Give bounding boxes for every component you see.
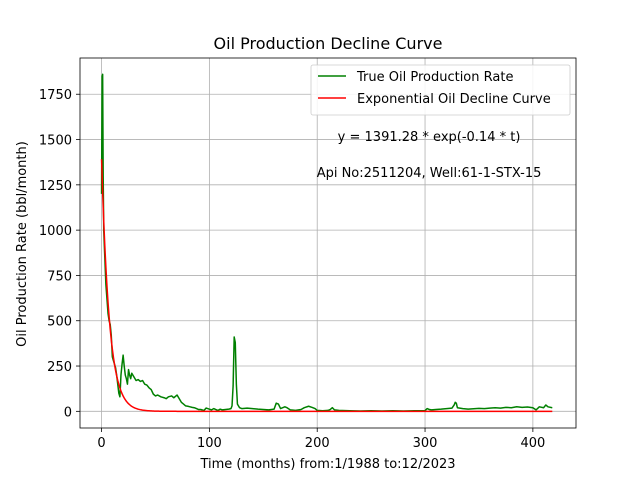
- y-axis-label: Oil Production Rate (bbl/month): [15, 141, 30, 347]
- series-line-2: [100, 159, 553, 413]
- series-layer: [100, 73, 553, 413]
- x-tick-label-1: 100: [197, 436, 222, 451]
- annotation-1: y = 1391.28 * exp(-0.14 * t): [338, 130, 521, 145]
- x-tick-label-0: 0: [97, 436, 105, 451]
- y-tick-label-3: 750: [47, 269, 72, 284]
- x-tick-label-2: 200: [305, 436, 330, 451]
- y-tick-label-7: 1750: [39, 88, 72, 103]
- chart-title: Oil Production Decline Curve: [214, 34, 443, 53]
- y-tick-label-0: 0: [64, 405, 72, 420]
- y-tick-label-6: 1500: [39, 134, 72, 149]
- plot-frame: [79, 57, 577, 429]
- y-tick-label-1: 250: [47, 360, 72, 375]
- x-tick-label-4: 400: [520, 436, 545, 451]
- legend: True Oil Production Rate Exponential Oil …: [310, 64, 571, 116]
- annotation-2: Api No:2511204, Well:61-1-STX-15: [317, 166, 542, 181]
- y-tick-label-4: 1000: [39, 224, 72, 239]
- y-tick-label-2: 500: [47, 315, 72, 330]
- series-line-1: [100, 73, 553, 412]
- legend-label-1: True Oil Production Rate: [356, 70, 513, 85]
- x-tick-label-3: 300: [413, 436, 438, 451]
- legend-box: [310, 64, 571, 116]
- tick-layer: 0 100 200 300 400 0 250 500 750 1000 1250 1500 1750: [39, 88, 545, 451]
- x-axis-label: Time (months) from:1/1988 to:12/2023: [199, 457, 455, 472]
- legend-label-2: Exponential Oil Decline Curve: [357, 92, 551, 107]
- y-tick-label-5: 1250: [39, 179, 72, 194]
- annotation-layer: y = 1391.28 * exp(-0.14 * t) Api No:25112…: [317, 130, 542, 181]
- grid-layer: [80, 58, 576, 428]
